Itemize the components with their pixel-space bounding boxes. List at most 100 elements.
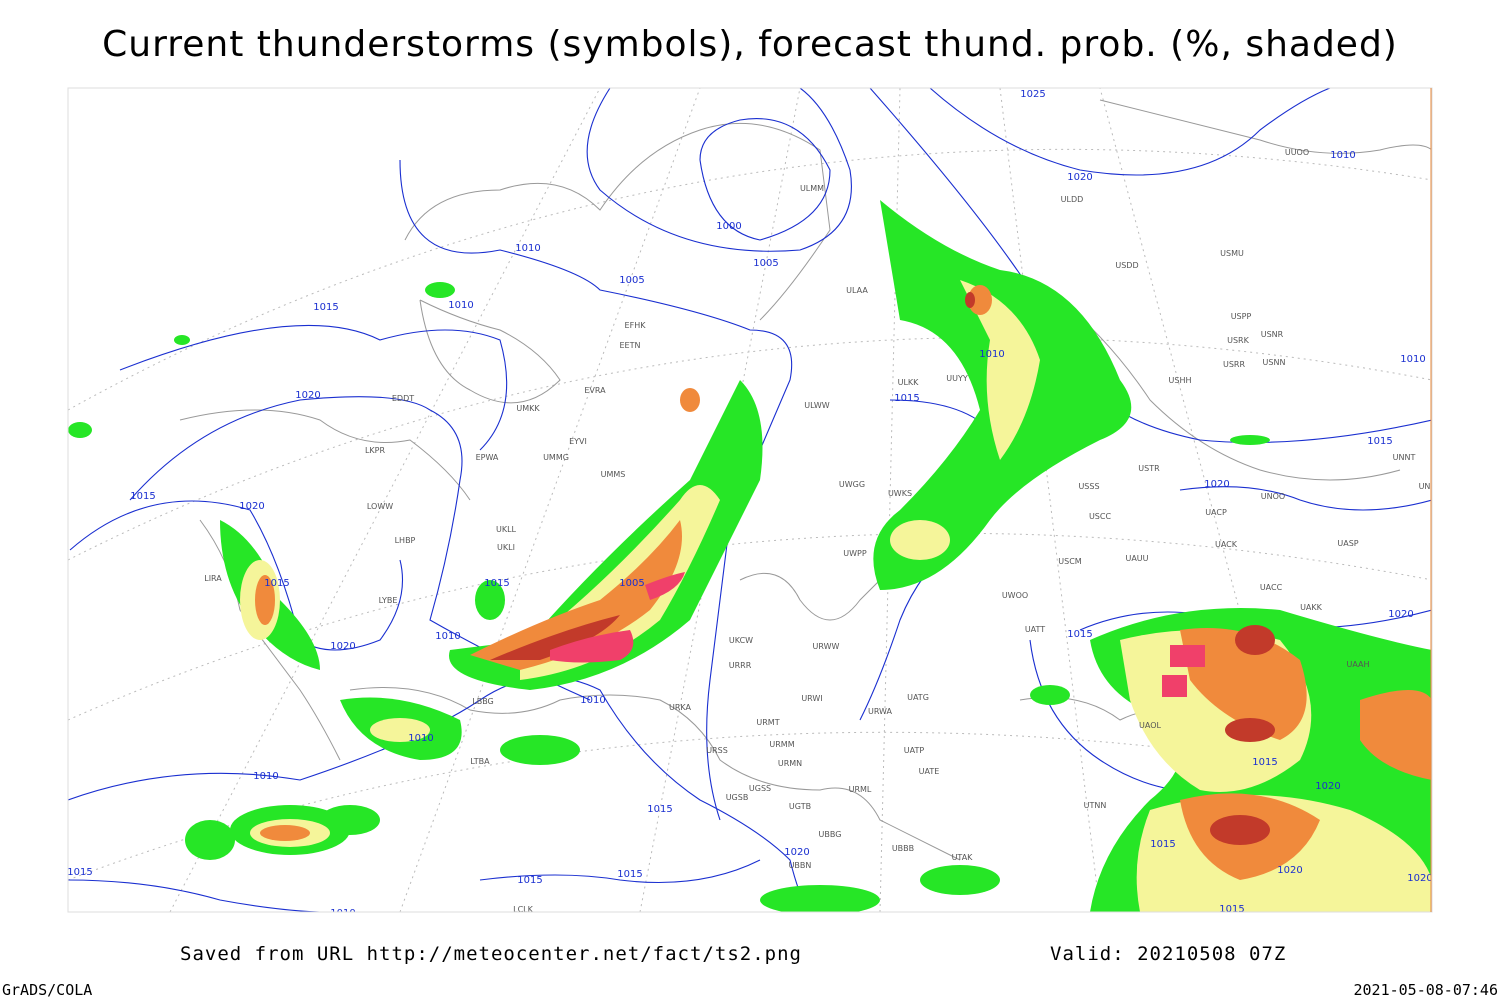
isobar-label: 1020 — [1407, 873, 1432, 884]
software: GrADS/COLA — [2, 981, 92, 999]
isobar-label: 1015 — [617, 869, 642, 880]
station-label: UASP — [1337, 539, 1358, 548]
station-label: UBBG — [819, 830, 842, 839]
station-label: UATE — [919, 767, 940, 776]
station-label: UMMS — [601, 470, 626, 479]
station-label: URSS — [706, 746, 728, 755]
station-label: USSS — [1078, 482, 1099, 491]
station-label: UKLL — [496, 525, 517, 534]
isobar-label: 1015 — [130, 491, 155, 502]
station-label: EDDT — [392, 394, 414, 403]
isobar-label: 1020 — [295, 390, 320, 401]
isobar-label: 1010 — [408, 733, 433, 744]
station-label: UWOO — [1002, 591, 1028, 600]
isobar-label: 1015 — [517, 875, 542, 886]
station-label: ULWW — [804, 401, 829, 410]
isobar-label: 1010 — [580, 695, 605, 706]
station-label: LHBP — [395, 536, 416, 545]
station-label: ULKK — [898, 378, 920, 387]
isobar-label: 1015 — [647, 804, 672, 815]
station-label: UKLI — [497, 543, 515, 552]
isobar-label: 1020 — [1315, 781, 1340, 792]
station-label: UTNN — [1084, 801, 1107, 810]
station-label: UATP — [904, 746, 925, 755]
isobar-label: 1015 — [484, 578, 509, 589]
isobar-labels: 1025 1020 1010 1000 1005 1010 1005 1010 1015 1020… — [67, 89, 1432, 919]
station-label: URWA — [868, 707, 893, 716]
station-label: LOWW — [367, 502, 393, 511]
station-label: USNR — [1261, 330, 1284, 339]
station-label: URMN — [778, 759, 802, 768]
map-frame — [67, 87, 1433, 913]
station-label: USMU — [1220, 249, 1244, 258]
isobar-label: 1010 — [448, 300, 473, 311]
station-label: UATG — [907, 693, 929, 702]
isobar-label: 1000 — [716, 221, 741, 232]
isobar-label: 1015 — [1219, 904, 1244, 915]
station-label: EYVI — [569, 437, 587, 446]
station-label: URRR — [729, 661, 752, 670]
title: Current thunderstorms (symbols), forecas… — [102, 24, 1398, 65]
station-label: UGSB — [726, 793, 749, 802]
valid-time: Valid: 20210508 07Z — [1050, 943, 1286, 965]
station-label: UUYY — [946, 374, 968, 383]
station-labels: UUOO ULDD USDD USMU ULMM ULAA USPP USRK USNR USRR… — [204, 148, 1442, 914]
station-label: UNOO — [1261, 492, 1285, 501]
isobar-label: 1015 — [264, 578, 289, 589]
station-label: UATT — [1025, 625, 1045, 634]
station-label: LKPR — [365, 446, 386, 455]
station-label: LCLK — [513, 905, 534, 914]
station-label: UBBN — [789, 861, 812, 870]
station-label: UTAK — [952, 853, 974, 862]
isobar-label: 1020 — [1067, 172, 1092, 183]
station-label: ULDD — [1061, 195, 1084, 204]
timestamp: 2021-05-08-07:46 — [1354, 981, 1499, 999]
isobar-label: 1025 — [1020, 89, 1045, 100]
station-label: USRR — [1223, 360, 1245, 369]
station-label: USTR — [1138, 464, 1160, 473]
station-label: UGTB — [789, 802, 811, 811]
station-label: LTBA — [470, 757, 490, 766]
station-label: URMT — [756, 718, 779, 727]
isobar-label: 1015 — [894, 393, 919, 404]
station-label: URML — [849, 785, 872, 794]
isobar-label: 1015 — [67, 867, 92, 878]
station-label: UACP — [1205, 508, 1227, 517]
isobar-label: 1020 — [330, 641, 355, 652]
station-label: UNBB — [1419, 482, 1442, 491]
station-label: UUOO — [1285, 148, 1309, 157]
isobar-label: 1010 — [1400, 354, 1425, 365]
probability-shading — [68, 200, 1432, 912]
station-label: USDD — [1115, 261, 1138, 270]
isobar-label: 1020 — [1277, 865, 1302, 876]
station-label: UAUU — [1125, 554, 1148, 563]
station-label: USCM — [1058, 557, 1082, 566]
station-label: USPP — [1231, 312, 1252, 321]
station-label: UGSS — [749, 784, 771, 793]
station-label: UAOL — [1139, 721, 1161, 730]
station-label: URMM — [769, 740, 794, 749]
station-label: UMKK — [516, 404, 540, 413]
station-label: LBBG — [472, 697, 494, 706]
station-label: URWI — [801, 694, 822, 703]
station-label: UAAH — [1346, 660, 1369, 669]
isobar-label: 1005 — [619, 275, 644, 286]
isobar-label: 1020 — [1388, 609, 1413, 620]
station-label: USHH — [1169, 376, 1192, 385]
station-label: UAKK — [1300, 603, 1323, 612]
station-label: LIRA — [204, 574, 222, 583]
station-label: UACK — [1215, 540, 1238, 549]
isobar-label: 1015 — [1150, 839, 1175, 850]
isobar-label: 1010 — [435, 631, 460, 642]
isobar-label: 1010 — [330, 908, 355, 919]
isobar-label: 1020 — [784, 847, 809, 858]
station-label: UWGG — [839, 480, 865, 489]
isobar-label: 1010 — [1330, 150, 1355, 161]
isobar-label: 1020 — [239, 501, 264, 512]
station-label: USNN — [1263, 358, 1286, 367]
station-label: USRK — [1227, 336, 1249, 345]
station-label: URKA — [669, 703, 692, 712]
station-label: LYBE — [379, 596, 398, 605]
